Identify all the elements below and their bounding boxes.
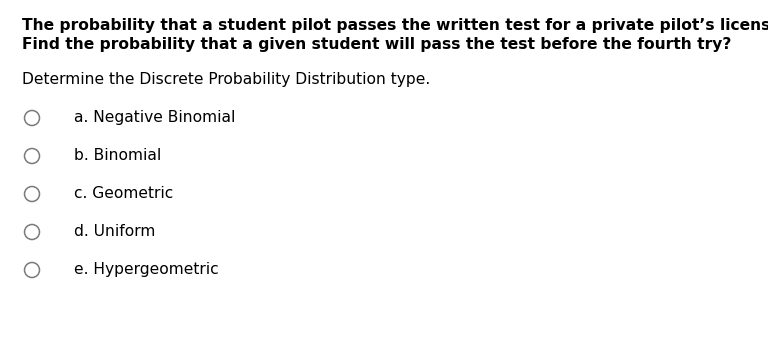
Circle shape bbox=[25, 148, 39, 164]
Circle shape bbox=[25, 224, 39, 240]
Text: The probability that a student pilot passes the written test for a private pilot: The probability that a student pilot pas… bbox=[22, 18, 768, 33]
Text: d. Uniform: d. Uniform bbox=[74, 224, 155, 239]
Circle shape bbox=[25, 186, 39, 202]
Text: c. Geometric: c. Geometric bbox=[74, 186, 174, 201]
Text: Find the probability that a given student will pass the test before the fourth t: Find the probability that a given studen… bbox=[22, 37, 731, 52]
Text: b. Binomial: b. Binomial bbox=[74, 148, 161, 163]
Circle shape bbox=[25, 262, 39, 278]
Text: a. Negative Binomial: a. Negative Binomial bbox=[74, 110, 235, 125]
Circle shape bbox=[25, 110, 39, 126]
Text: e. Hypergeometric: e. Hypergeometric bbox=[74, 262, 219, 277]
Text: Determine the Discrete Probability Distribution type.: Determine the Discrete Probability Distr… bbox=[22, 72, 430, 87]
